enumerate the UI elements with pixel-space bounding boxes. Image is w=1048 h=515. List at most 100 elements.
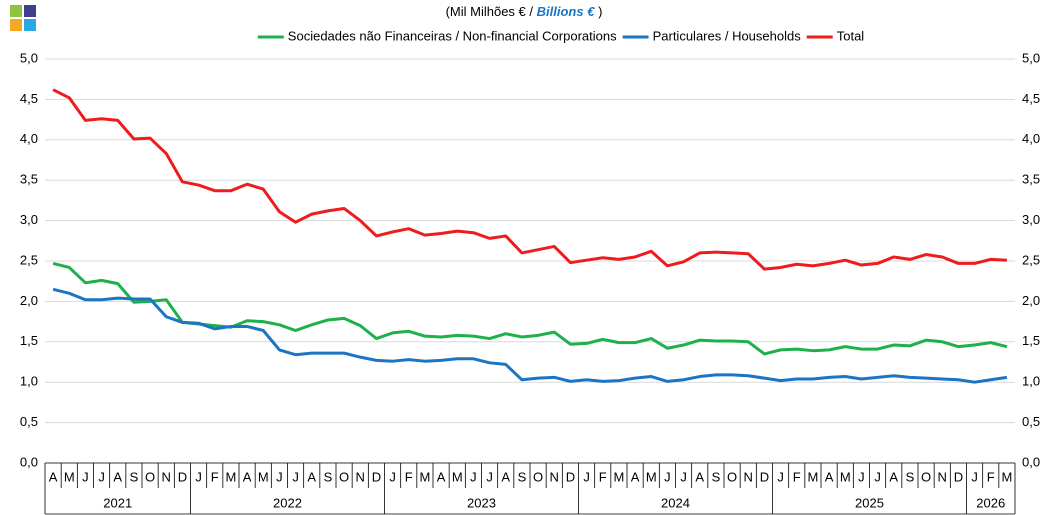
- x-tick-label: J: [389, 469, 396, 484]
- x-tick-label: J: [195, 469, 202, 484]
- x-tick-label: O: [339, 469, 349, 484]
- y2-tick-label: 3,0: [1022, 212, 1040, 227]
- x-tick-label: J: [470, 469, 477, 484]
- x-tick-label: O: [921, 469, 931, 484]
- x-tick-label: J: [971, 469, 978, 484]
- x-tick-label: D: [566, 469, 575, 484]
- x-tick-label: A: [631, 469, 640, 484]
- title-en: Billions €: [537, 4, 596, 19]
- y2-tick-label: 4,5: [1022, 91, 1040, 106]
- y2-tick-label: 0,5: [1022, 414, 1040, 429]
- x-tick-label: A: [113, 469, 122, 484]
- title-close: ): [598, 4, 602, 19]
- year-label: 2021: [103, 495, 132, 510]
- x-tick-label: J: [292, 469, 299, 484]
- x-tick-label: F: [211, 469, 219, 484]
- x-tick-label: F: [599, 469, 607, 484]
- year-label: 2025: [855, 495, 884, 510]
- chart-title: (Mil Milhões € / Billions € ): [446, 4, 603, 19]
- x-tick-label: A: [825, 469, 834, 484]
- x-tick-label: N: [550, 469, 559, 484]
- x-tick-label: F: [405, 469, 413, 484]
- y-tick-label: 5,0: [20, 50, 38, 65]
- y-tick-label: 0,5: [20, 414, 38, 429]
- x-tick-label: J: [858, 469, 865, 484]
- y2-tick-label: 5,0: [1022, 50, 1040, 65]
- legend-label: Sociedades não Financeiras / Non-financi…: [288, 28, 617, 43]
- x-tick-label: F: [987, 469, 995, 484]
- x-tick-label: M: [258, 469, 269, 484]
- x-tick-label: J: [874, 469, 881, 484]
- x-tick-label: D: [372, 469, 381, 484]
- x-tick-label: N: [356, 469, 365, 484]
- x-tick-label: O: [145, 469, 155, 484]
- year-label: 2026: [976, 495, 1005, 510]
- y-tick-label: 4,0: [20, 131, 38, 146]
- x-tick-label: M: [646, 469, 657, 484]
- y-tick-label: 2,0: [20, 293, 38, 308]
- x-tick-label: A: [49, 469, 58, 484]
- x-tick-label: S: [712, 469, 721, 484]
- x-tick-label: S: [906, 469, 915, 484]
- y-tick-label: 3,5: [20, 172, 38, 187]
- title-pt: (Mil Milhões € /: [446, 4, 534, 19]
- x-tick-label: J: [486, 469, 493, 484]
- year-label: 2023: [467, 495, 496, 510]
- x-tick-label: J: [777, 469, 784, 484]
- series-line: [52, 261, 1008, 356]
- legend-label: Total: [837, 28, 865, 43]
- y2-tick-label: 3,5: [1022, 172, 1040, 187]
- x-tick-label: J: [583, 469, 590, 484]
- y-tick-label: 0,0: [20, 454, 38, 469]
- legend-label: Particulares / Households: [653, 28, 802, 43]
- x-tick-label: J: [98, 469, 105, 484]
- x-tick-label: D: [178, 469, 187, 484]
- x-tick-label: F: [793, 469, 801, 484]
- y-tick-label: 2,5: [20, 252, 38, 267]
- x-tick-label: J: [680, 469, 687, 484]
- x-tick-label: J: [664, 469, 671, 484]
- y-tick-label: 4,5: [20, 91, 38, 106]
- series-line: [52, 287, 1008, 384]
- x-tick-label: M: [613, 469, 624, 484]
- x-tick-label: S: [324, 469, 333, 484]
- y2-tick-label: 2,0: [1022, 293, 1040, 308]
- x-tick-label: J: [276, 469, 283, 484]
- y-tick-label: 3,0: [20, 212, 38, 227]
- y-tick-label: 1,5: [20, 333, 38, 348]
- y2-tick-label: 2,5: [1022, 252, 1040, 267]
- x-tick-label: M: [807, 469, 818, 484]
- x-tick-label: J: [82, 469, 89, 484]
- x-tick-label: O: [533, 469, 543, 484]
- x-tick-label: D: [954, 469, 963, 484]
- x-tick-label: M: [452, 469, 463, 484]
- x-tick-label: A: [437, 469, 446, 484]
- x-tick-label: O: [727, 469, 737, 484]
- logo: [10, 5, 36, 31]
- x-tick-label: A: [307, 469, 316, 484]
- x-tick-label: M: [1001, 469, 1012, 484]
- x-tick-label: N: [744, 469, 753, 484]
- x-tick-label: M: [840, 469, 851, 484]
- x-tick-label: D: [760, 469, 769, 484]
- x-tick-label: M: [64, 469, 75, 484]
- x-tick-label: S: [130, 469, 139, 484]
- x-tick-label: A: [889, 469, 898, 484]
- y2-tick-label: 4,0: [1022, 131, 1040, 146]
- series-line: [52, 88, 1007, 271]
- x-tick-label: A: [695, 469, 704, 484]
- y2-tick-label: 1,0: [1022, 374, 1040, 389]
- x-tick-label: S: [518, 469, 527, 484]
- x-tick-label: M: [419, 469, 430, 484]
- y2-tick-label: 1,5: [1022, 333, 1040, 348]
- year-label: 2024: [661, 495, 690, 510]
- x-tick-label: A: [243, 469, 252, 484]
- x-tick-label: N: [938, 469, 947, 484]
- y-tick-label: 1,0: [20, 374, 38, 389]
- x-tick-label: M: [225, 469, 236, 484]
- year-label: 2022: [273, 495, 302, 510]
- y2-tick-label: 0,0: [1022, 454, 1040, 469]
- x-tick-label: N: [162, 469, 171, 484]
- x-tick-label: A: [501, 469, 510, 484]
